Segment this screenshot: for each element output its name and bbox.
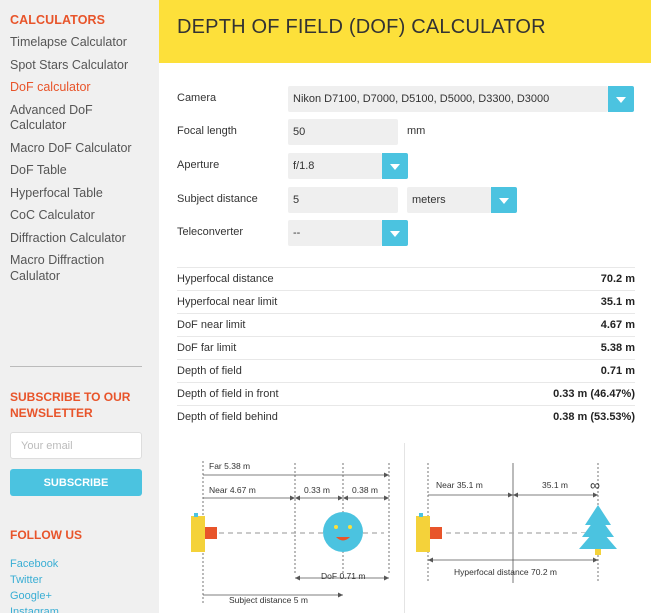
svg-text:DoF 0.71 m: DoF 0.71 m (321, 571, 365, 581)
nav-item-advanced-dof[interactable]: Advanced DoF Calculator (10, 102, 93, 133)
nav-item-timelapse[interactable]: Timelapse Calculator (10, 35, 127, 49)
dof-near-label: DoF near limit (177, 319, 246, 331)
facebook-link[interactable]: Facebook (10, 558, 59, 570)
hyperfocal-near-label: Hyperfocal near limit (177, 296, 278, 308)
subject-distance-row: Subject distance 5 meters (177, 187, 637, 213)
nav-item-coc[interactable]: CoC Calculator (10, 208, 95, 222)
newsletter-heading: SUBSCRIBE TO OUR NEWSLETTER (10, 390, 131, 420)
camera-icon (191, 516, 205, 552)
hyperfocal-distance-value: 70.2 m (600, 273, 635, 285)
focal-length-input[interactable]: 50 (288, 119, 398, 145)
result-row: Hyperfocal distance 70.2 m (177, 267, 635, 290)
subject-distance-input[interactable]: 5 (288, 187, 398, 213)
result-row: DoF far limit 5.38 m (177, 336, 635, 359)
nav-item-dof-table[interactable]: DoF Table (10, 163, 67, 177)
instagram-link[interactable]: Instagram (10, 606, 59, 613)
nav-item-diffraction[interactable]: Diffraction Calculator (10, 230, 126, 245)
result-row: Depth of field in front 0.33 m (46.47%) (177, 382, 635, 405)
svg-text:Near 4.67 m: Near 4.67 m (209, 485, 256, 495)
dof-far-value: 5.38 m (600, 342, 635, 354)
svg-text:0.33 m: 0.33 m (304, 485, 330, 495)
calculators-heading: CALCULATORS (10, 13, 106, 27)
twitter-link[interactable]: Twitter (10, 574, 43, 586)
dof-behind-label: Depth of field behind (177, 411, 278, 423)
follow-heading: FOLLOW US (10, 528, 82, 542)
svg-text:Near 35.1 m: Near 35.1 m (436, 480, 483, 490)
aperture-row: Aperture f/1.8 (177, 153, 637, 179)
result-row: Hyperfocal near limit 35.1 m (177, 290, 635, 313)
teleconverter-dropdown-icon[interactable] (382, 220, 408, 246)
subject-unit-select[interactable]: meters (407, 187, 491, 213)
svg-text:Far 5.38 m: Far 5.38 m (209, 461, 250, 471)
results-table: Hyperfocal distance 70.2 m Hyperfocal ne… (177, 267, 635, 428)
svg-text:Hyperfocal distance 70.2 m: Hyperfocal distance 70.2 m (454, 567, 557, 577)
title-bar: DEPTH OF FIELD (DOF) CALCULATOR (159, 0, 651, 63)
camera-icon (416, 516, 430, 552)
nav-item-hyperfocal-table[interactable]: Hyperfocal Table (10, 185, 103, 200)
calculators-nav: Timelapse Calculator Spot Stars Calculat… (10, 35, 149, 284)
svg-text:0.38 m: 0.38 m (352, 485, 378, 495)
camera-select[interactable]: Nikon D7100, D7000, D5100, D5000, D3300,… (288, 86, 608, 112)
subject-face-icon (323, 512, 363, 552)
hyperfocal-near-value: 35.1 m (600, 296, 635, 308)
subject-distance-label: Subject distance (177, 193, 258, 205)
nav-item-macro-dof[interactable]: Macro DoF Calculator (10, 140, 132, 155)
depth-of-field-value: 0.71 m (600, 365, 635, 377)
svg-text:35.1 m: 35.1 m (542, 480, 568, 490)
teleconverter-select[interactable]: -- (288, 220, 382, 246)
camera-row: Camera Nikon D7100, D7000, D5100, D5000,… (177, 86, 637, 112)
hyperfocal-distance-label: Hyperfocal distance (177, 273, 274, 285)
camera-dropdown-icon[interactable] (608, 86, 634, 112)
focal-length-label: Focal length (177, 125, 237, 137)
google-plus-link[interactable]: Google+ (10, 590, 52, 602)
nav-item-dof[interactable]: DoF calculator (10, 80, 91, 94)
dof-front-value: 0.33 m (46.47%) (553, 388, 635, 400)
nav-item-macro-diffraction[interactable]: Macro Diffraction Calulator (10, 253, 105, 283)
aperture-select[interactable]: f/1.8 (288, 153, 382, 179)
dof-near-value: 4.67 m (600, 319, 635, 331)
teleconverter-label: Teleconverter (177, 226, 244, 238)
teleconverter-row: Teleconverter -- (177, 220, 637, 246)
subject-unit-dropdown-icon[interactable] (491, 187, 517, 213)
aperture-dropdown-icon[interactable] (382, 153, 408, 179)
page-title: DEPTH OF FIELD (DOF) CALCULATOR (177, 16, 546, 38)
camera-label: Camera (177, 92, 217, 104)
email-input[interactable] (10, 432, 142, 459)
sidebar-divider (10, 366, 142, 367)
dof-far-label: DoF far limit (177, 342, 237, 354)
subscribe-button[interactable]: SUBSCRIBE (10, 469, 142, 496)
main-content: DEPTH OF FIELD (DOF) CALCULATOR Camera N… (159, 0, 651, 613)
diagram-divider (404, 443, 405, 613)
result-row: DoF near limit 4.67 m (177, 313, 635, 336)
dof-diagram: Far 5.38 m Near 4.67 m 0.33 m 0.38 m DoF… (191, 461, 390, 605)
dof-behind-value: 0.38 m (53.53%) (553, 411, 635, 423)
tree-icon (579, 505, 617, 555)
svg-text:Subject distance 5 m: Subject distance 5 m (229, 595, 308, 605)
aperture-label: Aperture (177, 159, 220, 171)
dof-front-label: Depth of field in front (177, 388, 279, 400)
focal-length-row: Focal length 50 mm (177, 119, 637, 145)
nav-item-spot-stars[interactable]: Spot Stars Calculator (10, 57, 129, 72)
depth-of-field-label: Depth of field (177, 365, 242, 377)
focal-length-unit: mm (407, 125, 426, 137)
hyperfocal-diagram: Near 35.1 m 35.1 m ∞ Hyperfocal distance… (416, 463, 617, 583)
social-links: Facebook Twitter Google+ Instagram (10, 556, 59, 613)
result-row: Depth of field 0.71 m (177, 359, 635, 382)
infinity-icon: ∞ (590, 477, 600, 493)
sidebar: CALCULATORS Timelapse Calculator Spot St… (0, 0, 159, 613)
result-row: Depth of field behind 0.38 m (53.53%) (177, 405, 635, 428)
